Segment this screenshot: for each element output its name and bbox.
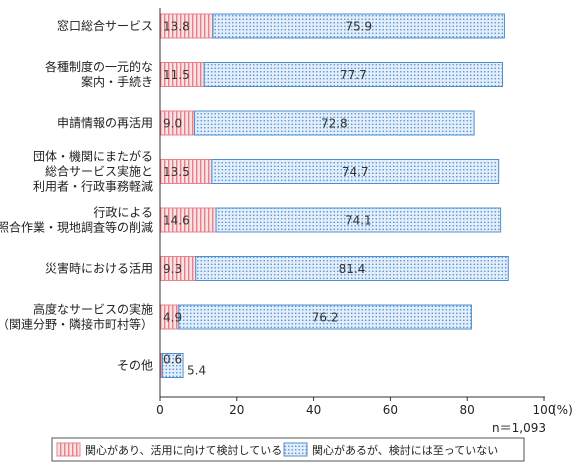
bar-segment-series-1 xyxy=(159,159,213,184)
bar-segment-series-2 xyxy=(215,207,502,233)
x-tick-label: 20 xyxy=(229,403,244,417)
data-label-series-1: 11.5 xyxy=(163,68,190,82)
x-axis-ticks: 0 20 40 60 80 100 xyxy=(156,397,555,417)
category-label: その他 xyxy=(117,359,153,373)
category-label-line: その他 xyxy=(117,359,153,373)
legend: 関心があり、活用に向けて検討している 関心があるが、検討には至っていない xyxy=(51,437,525,462)
sample-size-note: n＝1,093 xyxy=(492,421,546,435)
category-label-line: 高度なサービスの実施 xyxy=(33,302,153,317)
category-label: 団体・機関にまたがる総合サービス実施と利用者・行政事務軽減 xyxy=(33,149,153,194)
bar-segment-series-1 xyxy=(159,62,205,87)
x-tick-label: 40 xyxy=(306,403,321,417)
data-label-series-1: 13.8 xyxy=(163,20,190,34)
category-label-line: 総合サービス実施と xyxy=(45,164,153,179)
category-label: 窓口総合サービス xyxy=(57,18,153,33)
bar-segment-series-2 xyxy=(195,256,509,281)
category-label-line: 利用者・行政事務軽減 xyxy=(33,179,153,194)
x-tick-label: 80 xyxy=(460,403,475,417)
bar-segment-series-2 xyxy=(212,13,505,39)
data-label-series-1: 0.6 xyxy=(163,353,182,367)
category-label: 災害時における活用 xyxy=(45,261,153,276)
category-label-line: 団体・機関にまたがる xyxy=(33,149,153,164)
category-label: 高度なサービスの実施（関連分野・隣接市町村等） xyxy=(0,302,153,332)
data-label-series-1: 13.5 xyxy=(163,165,190,179)
category-label: 申請情報の再活用 xyxy=(57,116,153,130)
data-label-series-2: 74.1 xyxy=(345,214,372,228)
category-label: 行政による照合作業・現地調査等の削減 xyxy=(0,206,153,235)
data-label-series-1: 4.9 xyxy=(163,311,182,325)
bar-segment-series-1 xyxy=(159,110,196,136)
x-axis-unit: (%) xyxy=(552,403,573,417)
data-label-series-2: 75.9 xyxy=(345,20,372,34)
category-labels: 窓口総合サービス各種制度の一元的な案内・手続き申請情報の再活用団体・機関にまたが… xyxy=(0,18,153,373)
legend-swatch-series-2 xyxy=(283,442,308,457)
data-label-series-2: 81.4 xyxy=(339,262,366,276)
category-label: 各種制度の一元的な案内・手続き xyxy=(45,59,153,89)
x-tick-label: 100 xyxy=(533,403,556,417)
category-label-line: （関連分野・隣接市町村等） xyxy=(0,317,153,332)
data-label-series-2: 72.8 xyxy=(321,117,348,131)
category-label-line: 窓口総合サービス xyxy=(57,18,153,33)
data-label-series-2: 77.7 xyxy=(340,68,367,82)
category-label-line: 各種制度の一元的な xyxy=(45,59,153,74)
bars-layer: 13.8 75.9 11.5 77.7 9.0 72.8 13.5 74.7 14.6 74.1 9… xyxy=(159,13,509,378)
data-label-series-1: 9.0 xyxy=(163,117,182,131)
data-label-series-1: 9.3 xyxy=(163,262,182,276)
bar-segment-series-2 xyxy=(211,159,500,184)
bar-segment-series-2 xyxy=(203,62,504,87)
legend-label-series-2: 関心があるが、検討には至っていない xyxy=(312,443,498,457)
category-label-line: 災害時における活用 xyxy=(45,261,153,276)
category-label-line: 案内・手続き xyxy=(81,74,153,89)
x-tick-label: 60 xyxy=(383,403,398,417)
bar-segment-series-2 xyxy=(178,304,472,330)
data-label-series-1: 14.6 xyxy=(163,214,190,228)
x-tick-label: 0 xyxy=(156,403,164,417)
data-label-series-2: 76.2 xyxy=(312,311,339,325)
data-label-series-2: 74.7 xyxy=(342,165,369,179)
data-label-series-2: 5.4 xyxy=(187,364,206,378)
bar-segment-series-2 xyxy=(194,110,475,136)
category-label-line: 照合作業・現地調査等の削減 xyxy=(0,220,153,235)
category-label-line: 行政による xyxy=(93,206,153,220)
category-label-line: 申請情報の再活用 xyxy=(57,116,153,130)
legend-swatch-series-1 xyxy=(56,442,81,457)
legend-label-series-1: 関心があり、活用に向けて検討している xyxy=(85,443,282,457)
bar-segment-series-2 xyxy=(161,353,184,378)
